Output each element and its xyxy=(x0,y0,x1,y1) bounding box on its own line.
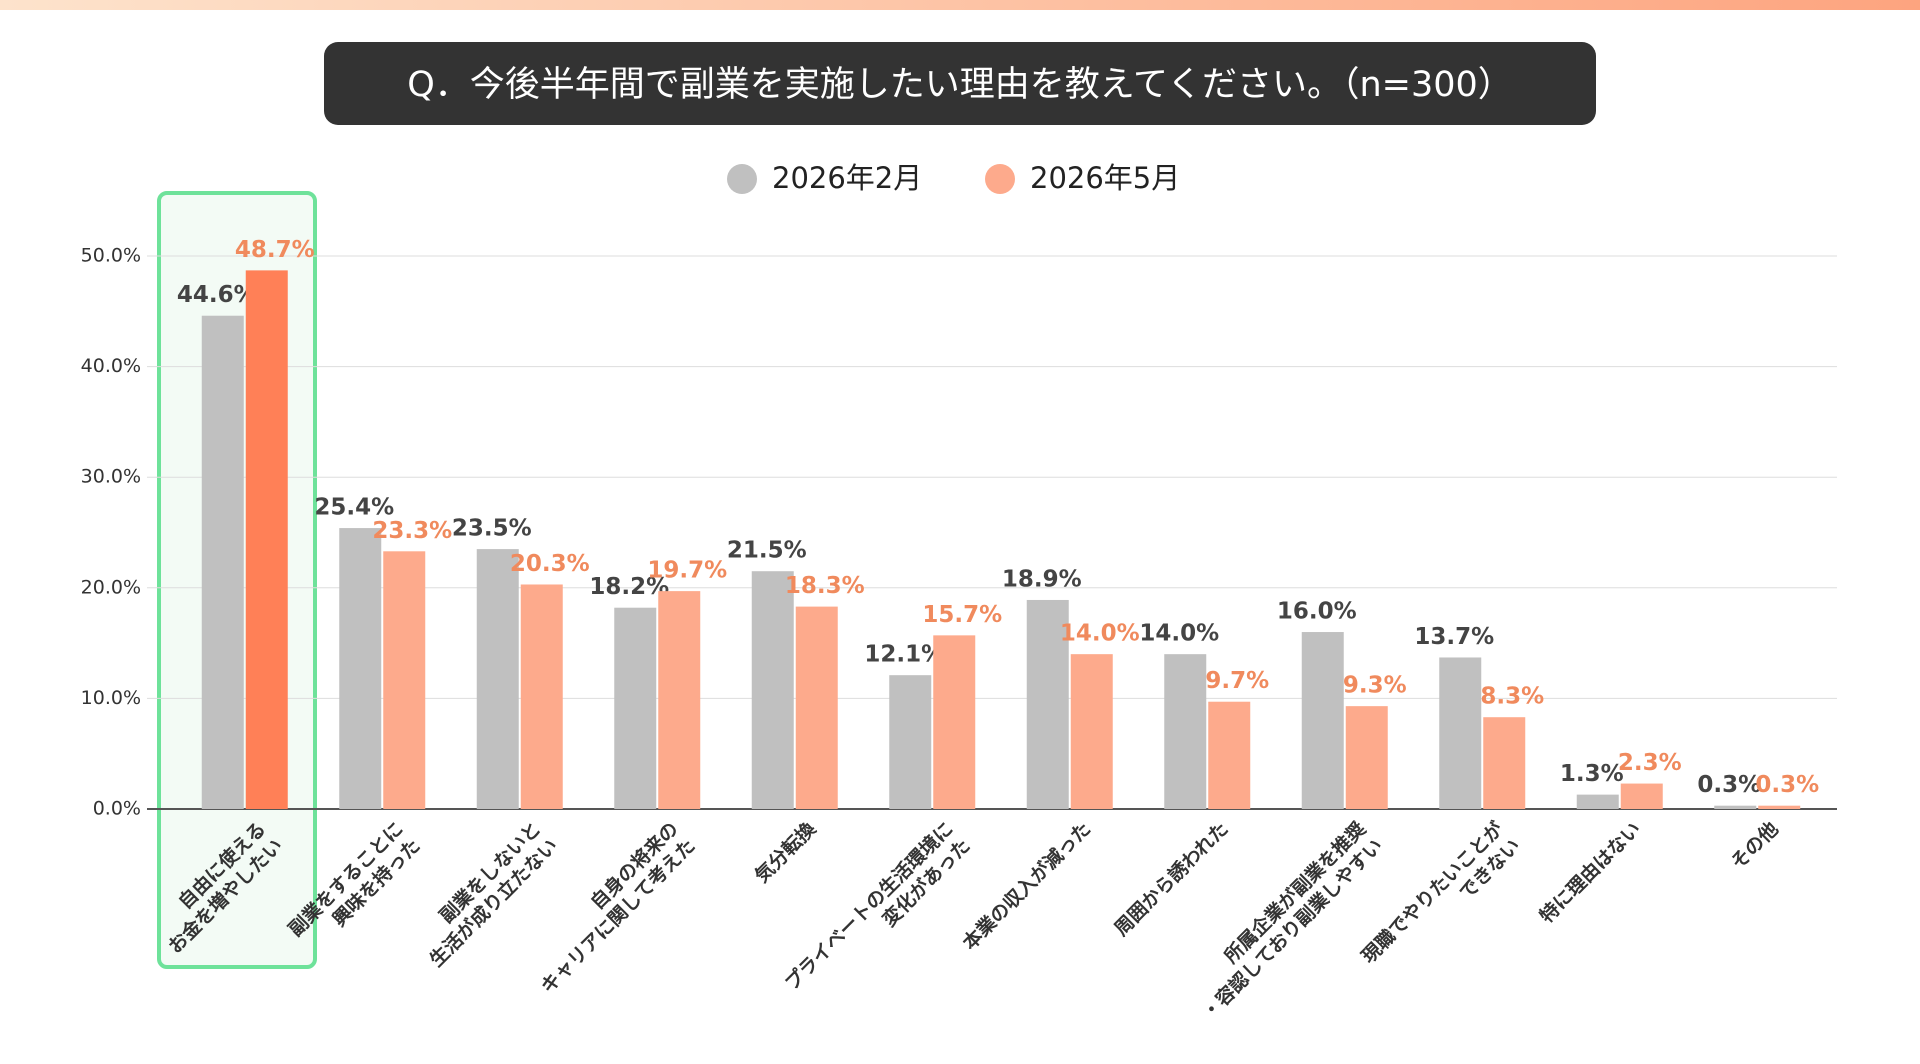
x-tick-line: 気分転換 xyxy=(750,816,821,887)
value-label: 19.7% xyxy=(647,558,727,584)
x-tick-label: その他 xyxy=(1726,817,1783,874)
value-label: 18.9% xyxy=(1002,566,1082,592)
y-tick-label: 0.0% xyxy=(93,798,141,820)
value-label: 44.6% xyxy=(177,282,257,308)
x-tick-line: 所属企業が副業を推奨 xyxy=(1220,816,1371,967)
bar xyxy=(201,315,244,809)
y-tick-label: 20.0% xyxy=(81,576,141,598)
bar xyxy=(1070,654,1113,809)
value-label: 8.3% xyxy=(1480,684,1544,710)
value-label: 16.0% xyxy=(1277,599,1357,625)
bar xyxy=(889,675,932,809)
y-tick-label: 40.0% xyxy=(81,355,141,377)
legend-label: 2026年2月 xyxy=(772,161,922,195)
x-tick-line: 特に理由はない xyxy=(1535,817,1645,927)
bar xyxy=(658,591,701,809)
x-tick-label: 本業の収入が減った xyxy=(958,817,1095,954)
value-label: 2.3% xyxy=(1618,750,1682,776)
x-tick-line: その他 xyxy=(1726,817,1783,874)
title-box xyxy=(324,42,1596,125)
value-label: 9.7% xyxy=(1205,668,1269,694)
bar xyxy=(520,584,563,809)
bar xyxy=(1483,717,1526,809)
chart-title: Q．今後半年間で副業を実施したい理由を教えてください。（n=300） xyxy=(407,65,1513,105)
value-label: 23.5% xyxy=(452,516,532,542)
value-label: 20.3% xyxy=(510,551,590,577)
value-label: 0.3% xyxy=(1697,772,1761,798)
value-label: 13.7% xyxy=(1414,624,1494,650)
value-label: 18.3% xyxy=(785,573,865,599)
bar xyxy=(245,270,288,809)
bar xyxy=(1345,706,1388,809)
y-tick-label: 10.0% xyxy=(81,687,141,709)
legend-label: 2026年5月 xyxy=(1030,161,1180,195)
value-label: 18.2% xyxy=(589,574,669,600)
top-stripe xyxy=(0,0,1920,10)
bar xyxy=(1439,657,1482,809)
x-tick-line: 現職でやりたいことが xyxy=(1357,817,1508,968)
value-label: 48.7% xyxy=(235,237,315,263)
bar xyxy=(795,606,838,809)
bar xyxy=(383,551,426,809)
bar xyxy=(933,635,976,809)
x-tick-label: 気分転換 xyxy=(750,816,821,887)
value-label: 14.0% xyxy=(1139,621,1219,647)
x-tick-label: 特に理由はない xyxy=(1535,817,1645,927)
value-label: 0.3% xyxy=(1755,772,1819,798)
value-label: 21.5% xyxy=(727,538,807,564)
value-label: 25.4% xyxy=(314,495,394,521)
x-tick-line: 本業の収入が減った xyxy=(958,817,1095,954)
bar xyxy=(1301,632,1344,809)
value-label: 14.0% xyxy=(1060,621,1140,647)
value-label: 12.1% xyxy=(864,642,944,668)
bar xyxy=(1714,805,1757,809)
x-tick-line: キャリアに関して考えた xyxy=(537,835,700,998)
x-tick-line: ・容認しており副業しやすい xyxy=(1197,834,1387,1024)
y-tick-label: 50.0% xyxy=(81,245,141,267)
bar xyxy=(1758,805,1801,809)
value-label: 23.3% xyxy=(372,518,452,544)
y-tick-label: 30.0% xyxy=(81,466,141,488)
legend-marker xyxy=(727,164,757,194)
value-label: 15.7% xyxy=(922,602,1002,628)
bar xyxy=(339,528,382,809)
bar xyxy=(1164,654,1207,809)
bar xyxy=(1208,701,1251,809)
value-label: 9.3% xyxy=(1343,673,1407,699)
bar xyxy=(751,571,794,809)
bar xyxy=(614,607,657,809)
value-label: 1.3% xyxy=(1560,761,1624,787)
bar xyxy=(1026,599,1069,809)
bar xyxy=(1620,783,1663,809)
x-tick-label: 周囲から誘われた xyxy=(1110,817,1233,940)
x-tick-line: 周囲から誘われた xyxy=(1110,817,1233,940)
legend-marker xyxy=(985,164,1015,194)
bar xyxy=(476,549,519,809)
bar xyxy=(1576,794,1619,809)
